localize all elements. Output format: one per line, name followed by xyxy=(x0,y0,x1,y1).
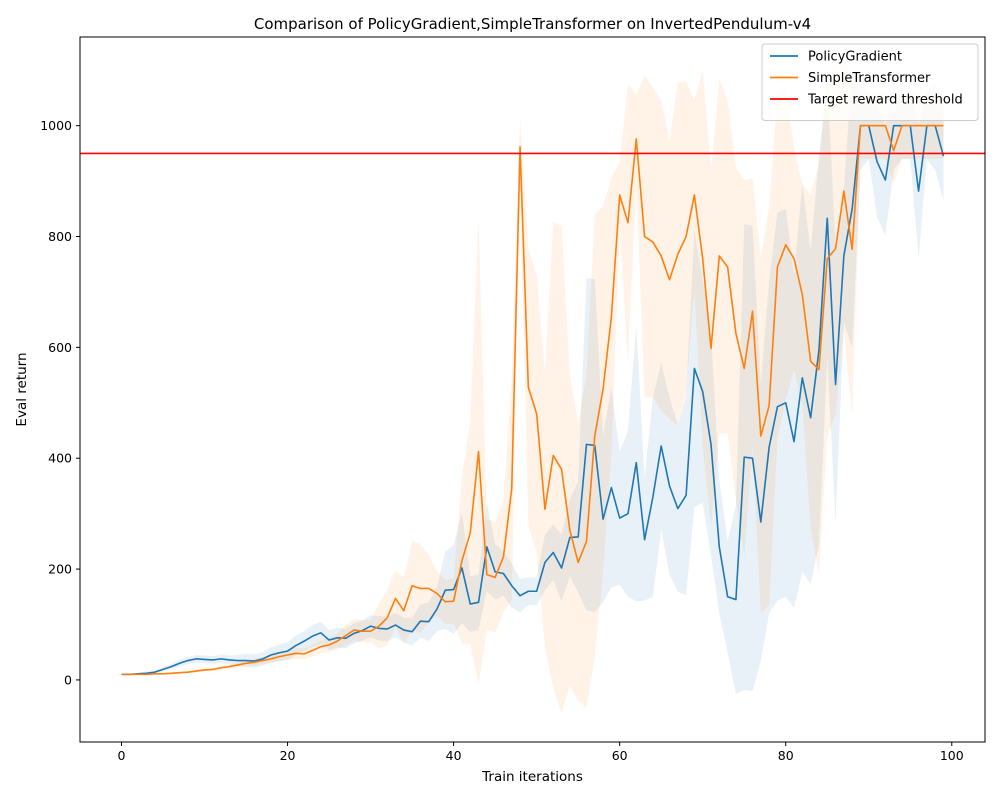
x-axis-ticks: 0 20 40 60 80 100 xyxy=(118,742,964,763)
y-tick-label: 200 xyxy=(48,562,72,577)
y-tick-label: 600 xyxy=(48,340,72,355)
x-tick-label: 80 xyxy=(778,748,794,763)
x-tick-label: 0 xyxy=(118,748,126,763)
legend-label: SimpleTransformer xyxy=(808,71,931,86)
band-simpletransformer xyxy=(121,52,944,714)
legend: PolicyGradient SimpleTransformer Target re… xyxy=(761,43,979,121)
legend-label: Target reward threshold xyxy=(807,93,963,108)
y-axis-ticks: 0 200 400 600 800 1000 xyxy=(40,118,80,687)
y-tick-label: 1000 xyxy=(40,118,72,133)
x-tick-label: 60 xyxy=(612,748,628,763)
y-tick-label: 0 xyxy=(64,672,72,687)
y-tick-label: 400 xyxy=(48,451,72,466)
band-policygradient xyxy=(121,70,944,694)
confidence-bands xyxy=(121,52,944,714)
x-axis-label: Train iterations xyxy=(481,769,583,785)
legend-box xyxy=(761,43,979,121)
x-tick-label: 100 xyxy=(940,748,964,763)
line-simpletransformer xyxy=(121,124,944,676)
x-tick-label: 40 xyxy=(446,748,462,763)
y-tick-label: 800 xyxy=(48,229,72,244)
y-axis-label: Eval return xyxy=(14,352,30,426)
legend-label: PolicyGradient xyxy=(808,50,902,65)
plot-frame xyxy=(79,36,986,743)
series-lines xyxy=(121,124,945,676)
line-policygradient xyxy=(121,124,945,676)
chart-title: Comparison of PolicyGradient,SimpleTrans… xyxy=(254,15,811,33)
x-tick-label: 20 xyxy=(280,748,296,763)
